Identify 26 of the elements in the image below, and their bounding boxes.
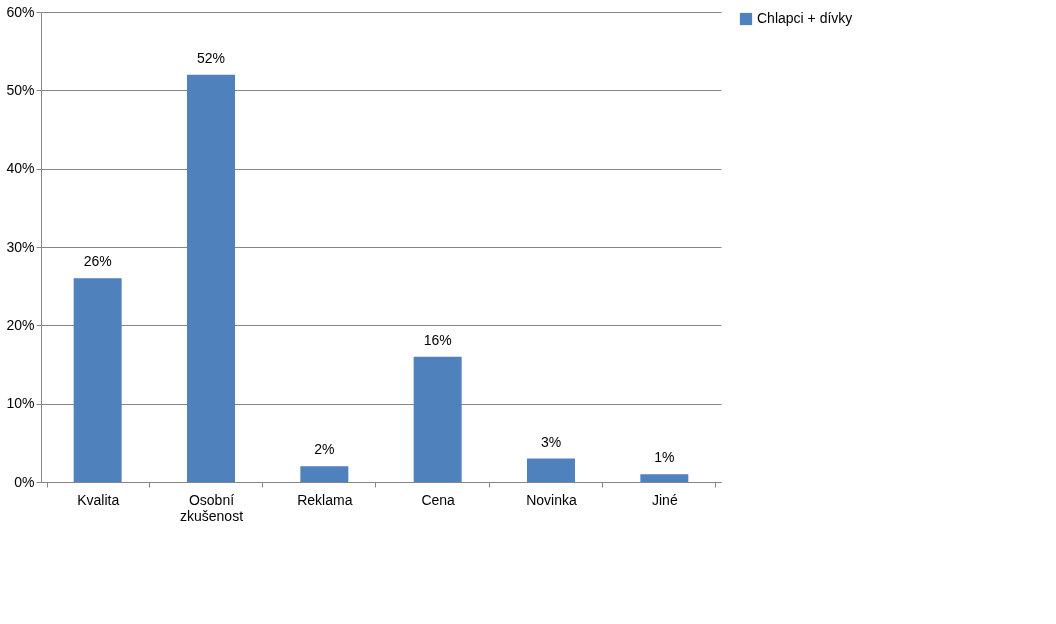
- y-tick-label: 40%: [6, 160, 35, 177]
- y-tick-label: 30%: [6, 238, 35, 255]
- bar: [413, 356, 462, 482]
- y-tick-label: 0%: [14, 473, 35, 490]
- bar: [73, 278, 122, 482]
- bar: [300, 466, 349, 482]
- data-label: 3%: [540, 433, 562, 450]
- data-label: 1%: [654, 449, 675, 466]
- data-label: 26%: [83, 253, 112, 270]
- data-label: 16%: [423, 331, 452, 348]
- x-tick-label: Cena: [421, 491, 456, 508]
- x-tick-label: Kvalita: [77, 491, 120, 508]
- bar: [640, 474, 689, 482]
- legend-label: Chlapci + dívky: [757, 10, 853, 26]
- data-label: 2%: [314, 441, 335, 458]
- x-tick-label: Reklama: [297, 491, 353, 508]
- bar: [527, 458, 575, 482]
- x-tick-label: Osobní zkušenost: [179, 491, 244, 524]
- bar: [187, 74, 235, 482]
- y-tick-label: 60%: [6, 3, 35, 20]
- y-tick-label: 50%: [6, 81, 35, 98]
- y-tick-label: 20%: [6, 316, 35, 333]
- x-tick-label: Jiné: [651, 491, 678, 508]
- x-tick-label: Novinka: [526, 491, 577, 508]
- data-label: 52%: [196, 49, 226, 66]
- y-tick-label: 10%: [6, 395, 35, 412]
